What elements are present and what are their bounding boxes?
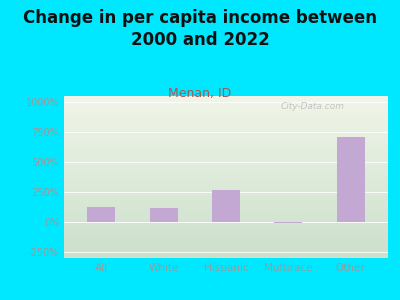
Text: Change in per capita income between
2000 and 2022: Change in per capita income between 2000…: [23, 9, 377, 49]
Text: City-Data.com: City-Data.com: [281, 103, 345, 112]
Bar: [336, 137, 365, 222]
Bar: [274, 222, 302, 224]
Bar: [87, 207, 116, 222]
Text: Menan, ID: Menan, ID: [168, 87, 232, 100]
Bar: [212, 190, 240, 222]
Bar: [150, 208, 178, 222]
